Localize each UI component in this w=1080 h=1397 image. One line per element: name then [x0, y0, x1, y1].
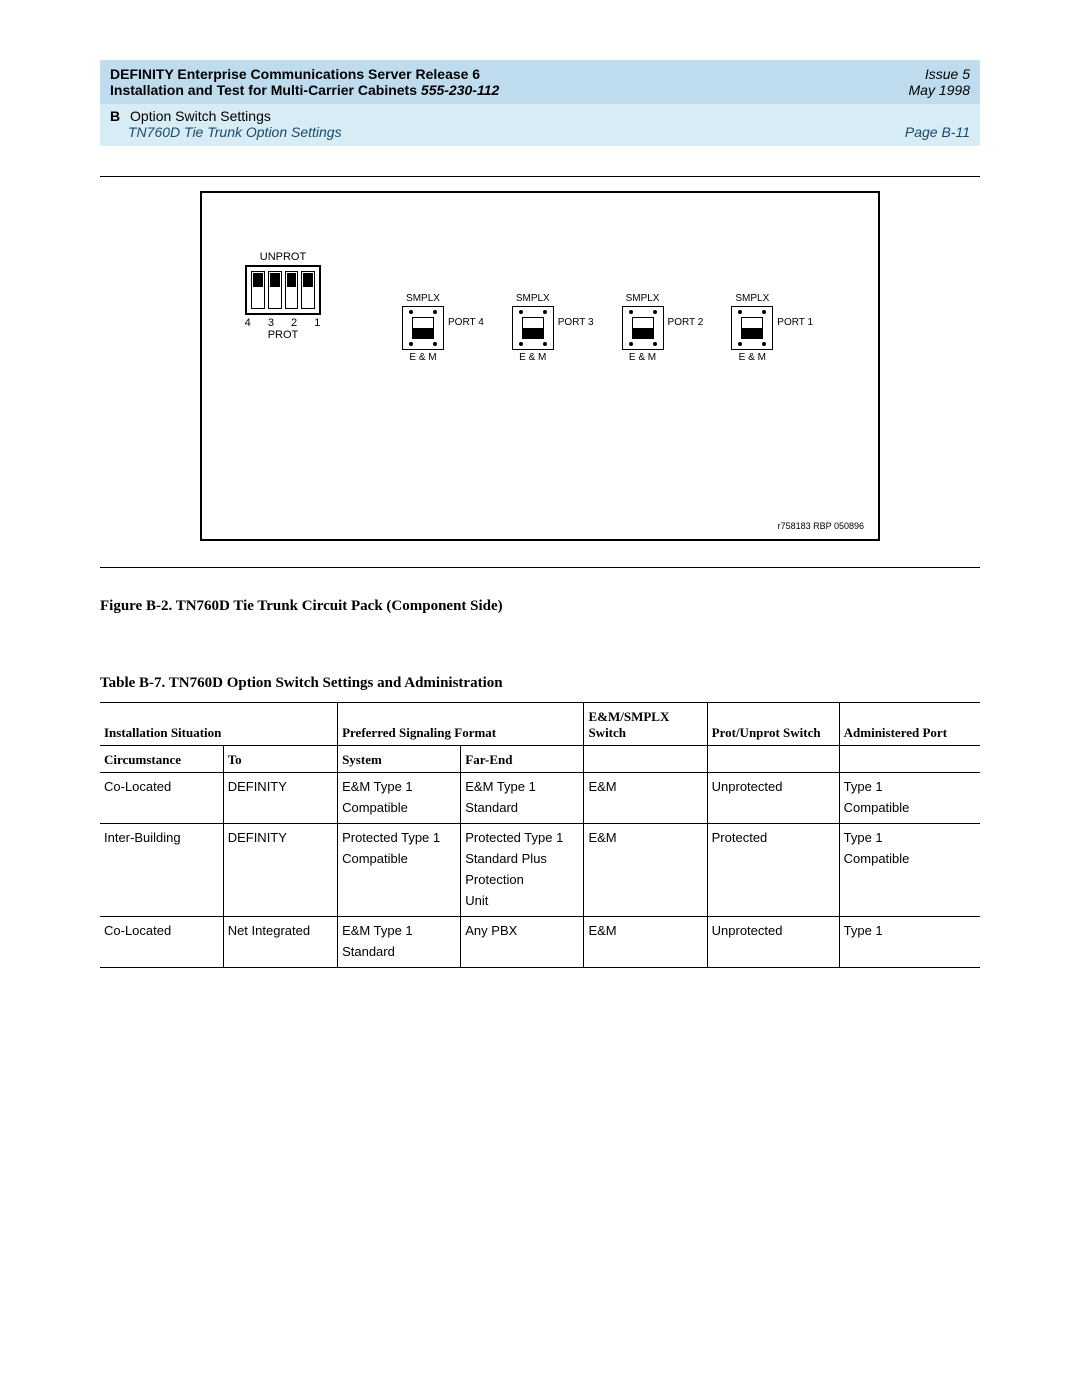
table-cell: Protected [707, 824, 839, 917]
table-caption: Table B-7. TN760D Option Switch Settings… [100, 675, 980, 692]
table-cell: Type 1Compatible [839, 773, 980, 824]
section-header: B Option Switch Settings TN760D Tie Trun… [100, 104, 980, 146]
table-cell: DEFINITY [223, 773, 337, 824]
port-name: PORT 3 [558, 317, 594, 328]
option-switch-table: Installation Situation Preferred Signali… [100, 702, 980, 967]
table-cell: E&M Type 1Compatible [338, 773, 461, 824]
dip-slot-4 [251, 271, 265, 309]
port-name: PORT 2 [668, 317, 704, 328]
rule-table-bottom [100, 967, 980, 968]
doc-header: DEFINITY Enterprise Communications Serve… [100, 60, 980, 104]
em-smplx-switch: SMPLX E & M [622, 293, 664, 363]
em-smplx-switch: SMPLX E & M [731, 293, 773, 363]
rule-under-figure [100, 567, 980, 568]
port-bot-label: E & M [512, 352, 554, 363]
subsection-title: TN760D Tie Trunk Option Settings [128, 124, 342, 140]
dip-label-unprot: UNPROT [228, 251, 338, 263]
th-install: Installation Situation [100, 703, 338, 746]
th-system: System [338, 746, 461, 773]
prot-unprot-dip: UNPROT 4 3 2 1 PROT [228, 251, 338, 341]
dip-slot-1 [301, 271, 315, 309]
table-cell: E&M Type 1Standard [461, 773, 584, 824]
table-row: Co-LocatedNet IntegratedE&M Type 1Standa… [100, 917, 980, 968]
table-cell: E&M [584, 917, 707, 968]
port-name: PORT 4 [448, 317, 484, 328]
th-em: E&M/SMPLX Switch [584, 703, 707, 746]
dip-body [245, 265, 321, 315]
table-cell: Unprotected [707, 917, 839, 968]
table-cell: Co-Located [100, 917, 223, 968]
page: DEFINITY Enterprise Communications Serve… [0, 0, 1080, 1397]
em-smplx-switch: SMPLX E & M [512, 293, 554, 363]
port-name: PORT 1 [777, 317, 813, 328]
th-circumstance: Circumstance [100, 746, 223, 773]
dip-label-prot: PROT [228, 329, 338, 341]
doc-issue: Issue 5 [925, 66, 970, 82]
port-switch: SMPLX E & M PORT 4 [402, 293, 484, 363]
dip-slot-2 [285, 271, 299, 309]
table-row: Co-LocatedDEFINITYE&M Type 1CompatibleE&… [100, 773, 980, 824]
port-bot-label: E & M [402, 352, 444, 363]
port-bot-label: E & M [731, 352, 773, 363]
table-cell: Net Integrated [223, 917, 337, 968]
table-cell: E&M [584, 824, 707, 917]
table-cell: E&M Type 1Standard [338, 917, 461, 968]
section-title: Option Switch Settings [130, 108, 271, 124]
table-cell: Protected Type 1Compatible [338, 824, 461, 917]
th-farend: Far-End [461, 746, 584, 773]
table-cell: Co-Located [100, 773, 223, 824]
port-top-label: SMPLX [622, 293, 664, 304]
th-to: To [223, 746, 337, 773]
table-cell: Type 1 [839, 917, 980, 968]
port-switch: SMPLX E & M PORT 2 [622, 293, 704, 363]
table-cell: E&M [584, 773, 707, 824]
section-letter: B [110, 108, 120, 124]
port-switch: SMPLX E & M PORT 3 [512, 293, 594, 363]
diagram-ref: r758183 RBP 050896 [778, 521, 864, 531]
table-cell: Protected Type 1Standard PlusProtectionU… [461, 824, 584, 917]
th-prot: Prot/Unprot Switch [707, 703, 839, 746]
table-cell: Inter-Building [100, 824, 223, 917]
dip-numbers: 4 3 2 1 [234, 317, 338, 329]
port-top-label: SMPLX [402, 293, 444, 304]
table-cell: DEFINITY [223, 824, 337, 917]
port-bot-label: E & M [622, 352, 664, 363]
doc-title-2: Installation and Test for Multi-Carrier … [110, 82, 499, 98]
dip-slot-3 [268, 271, 282, 309]
figure-caption: Figure B-2. TN760D Tie Trunk Circuit Pac… [100, 598, 980, 615]
th-admin: Administered Port [839, 703, 980, 746]
port-switch: SMPLX E & M PORT 1 [731, 293, 813, 363]
doc-title-1: DEFINITY Enterprise Communications Serve… [110, 66, 480, 82]
doc-date: May 1998 [909, 82, 970, 98]
port-top-label: SMPLX [512, 293, 554, 304]
page-number: Page B-11 [905, 124, 970, 140]
em-smplx-switch: SMPLX E & M [402, 293, 444, 363]
table-cell: Type 1Compatible [839, 824, 980, 917]
table-cell: Unprotected [707, 773, 839, 824]
rule-top [100, 176, 980, 177]
port-switch-row: SMPLX E & M PORT 4 SMPLX E & M PORT 3 SMPLX E &… [402, 293, 868, 363]
port-top-label: SMPLX [731, 293, 773, 304]
th-sigfmt: Preferred Signaling Format [338, 703, 584, 746]
table-cell: Any PBX [461, 917, 584, 968]
circuit-pack-outline: UNPROT 4 3 2 1 PROT SMPLXE & MPORT 4SMPL… [200, 191, 880, 541]
table-body: Co-LocatedDEFINITYE&M Type 1CompatibleE&… [100, 773, 980, 968]
figure-diagram: UNPROT 4 3 2 1 PROT SMPLXE & MPORT 4SMPL… [100, 191, 980, 541]
table-row: Inter-BuildingDEFINITYProtected Type 1Co… [100, 824, 980, 917]
